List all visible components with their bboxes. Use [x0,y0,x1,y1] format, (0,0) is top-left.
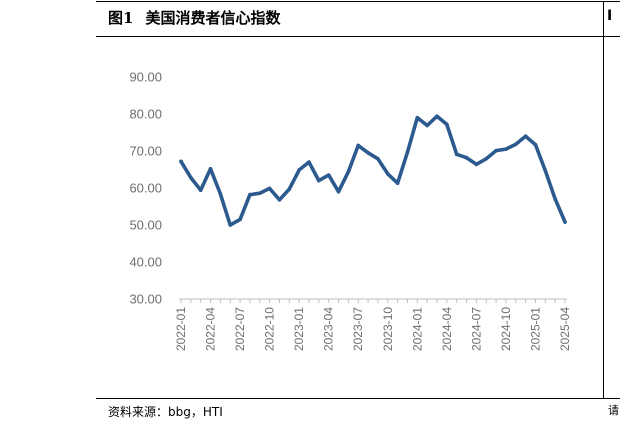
x-tick-label: 2024-01 [410,307,424,351]
data-point [189,175,193,180]
data-point [533,142,538,147]
y-tick-label: 90.00 [129,70,162,85]
data-point [523,134,528,138]
top-border [96,1,620,2]
data-point [228,223,233,227]
chart-title: 美国消费者信心指数 [145,9,281,27]
data-point [366,151,370,155]
data-point [198,188,203,193]
data-point [484,156,489,161]
right-edge-footer-glyph: 请 [608,404,619,417]
figure-label: 图1 [108,9,134,27]
x-tick-label: 2023-04 [322,307,336,351]
data-point [326,173,331,177]
data-point [277,198,282,202]
right-edge-glyph: I [607,8,613,24]
source-note: 资料来源：bbg，HTI [108,405,223,419]
y-tick-label: 50.00 [129,218,162,233]
x-tick-label: 2022-04 [204,307,218,351]
data-point [238,217,242,222]
data-point [474,162,479,167]
data-point [445,122,449,127]
data-point [307,160,311,164]
x-tick-label: 2022-01 [174,307,188,351]
data-point [356,143,361,148]
data-point [513,142,518,147]
data-point [464,155,469,160]
data-point [257,191,262,195]
x-tick-label: 2022-07 [233,307,247,351]
bottom-divider [96,398,620,399]
y-tick-label: 40.00 [129,255,162,270]
title-divider [96,36,620,37]
data-point [494,148,498,153]
x-tick-label: 2024-07 [469,307,483,351]
data-point [297,168,301,172]
x-tick-label: 2023-10 [381,307,395,351]
data-point [553,197,557,201]
y-tick-label: 30.00 [129,292,162,307]
data-point [317,178,321,183]
data-point [267,186,272,191]
x-tick-label: 2025-04 [558,307,572,351]
data-point [395,181,400,185]
x-tick-label: 2023-07 [351,307,365,351]
x-tick-label: 2024-04 [440,307,454,351]
data-point [425,123,429,128]
series-line [179,114,567,227]
x-tick-label: 2023-01 [292,307,306,351]
data-point [346,169,351,174]
data-point [435,114,439,119]
data-point [563,220,567,224]
y-tick-label: 60.00 [129,181,162,196]
y-tick-label: 70.00 [129,144,162,159]
data-point [336,189,341,194]
x-tick-label: 2025-01 [528,307,542,351]
data-point [376,156,380,161]
data-point [454,152,459,157]
data-point [543,168,548,173]
data-point [504,147,508,151]
data-point [287,187,292,191]
figure-title: 图1 美国消费者信心指数 [108,7,280,28]
data-point [179,159,183,164]
right-panel-border [603,1,604,398]
y-tick-label: 80.00 [129,107,162,122]
x-tick-label: 2022-10 [263,307,277,351]
data-point [208,166,213,171]
data-point [405,150,410,154]
data-point [415,115,420,120]
data-point [218,192,223,196]
x-tick-label: 2024-10 [499,307,513,351]
data-point [385,172,390,176]
data-point [248,192,252,197]
